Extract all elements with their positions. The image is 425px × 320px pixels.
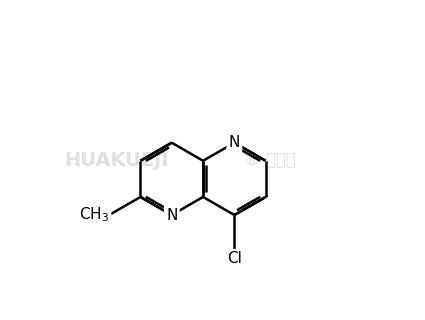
- Text: N: N: [229, 135, 240, 150]
- Text: Cl: Cl: [227, 251, 242, 266]
- Text: CH$_3$: CH$_3$: [79, 206, 109, 224]
- Text: N: N: [166, 208, 178, 222]
- Text: ® 化学加: ® 化学加: [244, 151, 296, 169]
- Text: HUAKUEJI: HUAKUEJI: [65, 150, 169, 170]
